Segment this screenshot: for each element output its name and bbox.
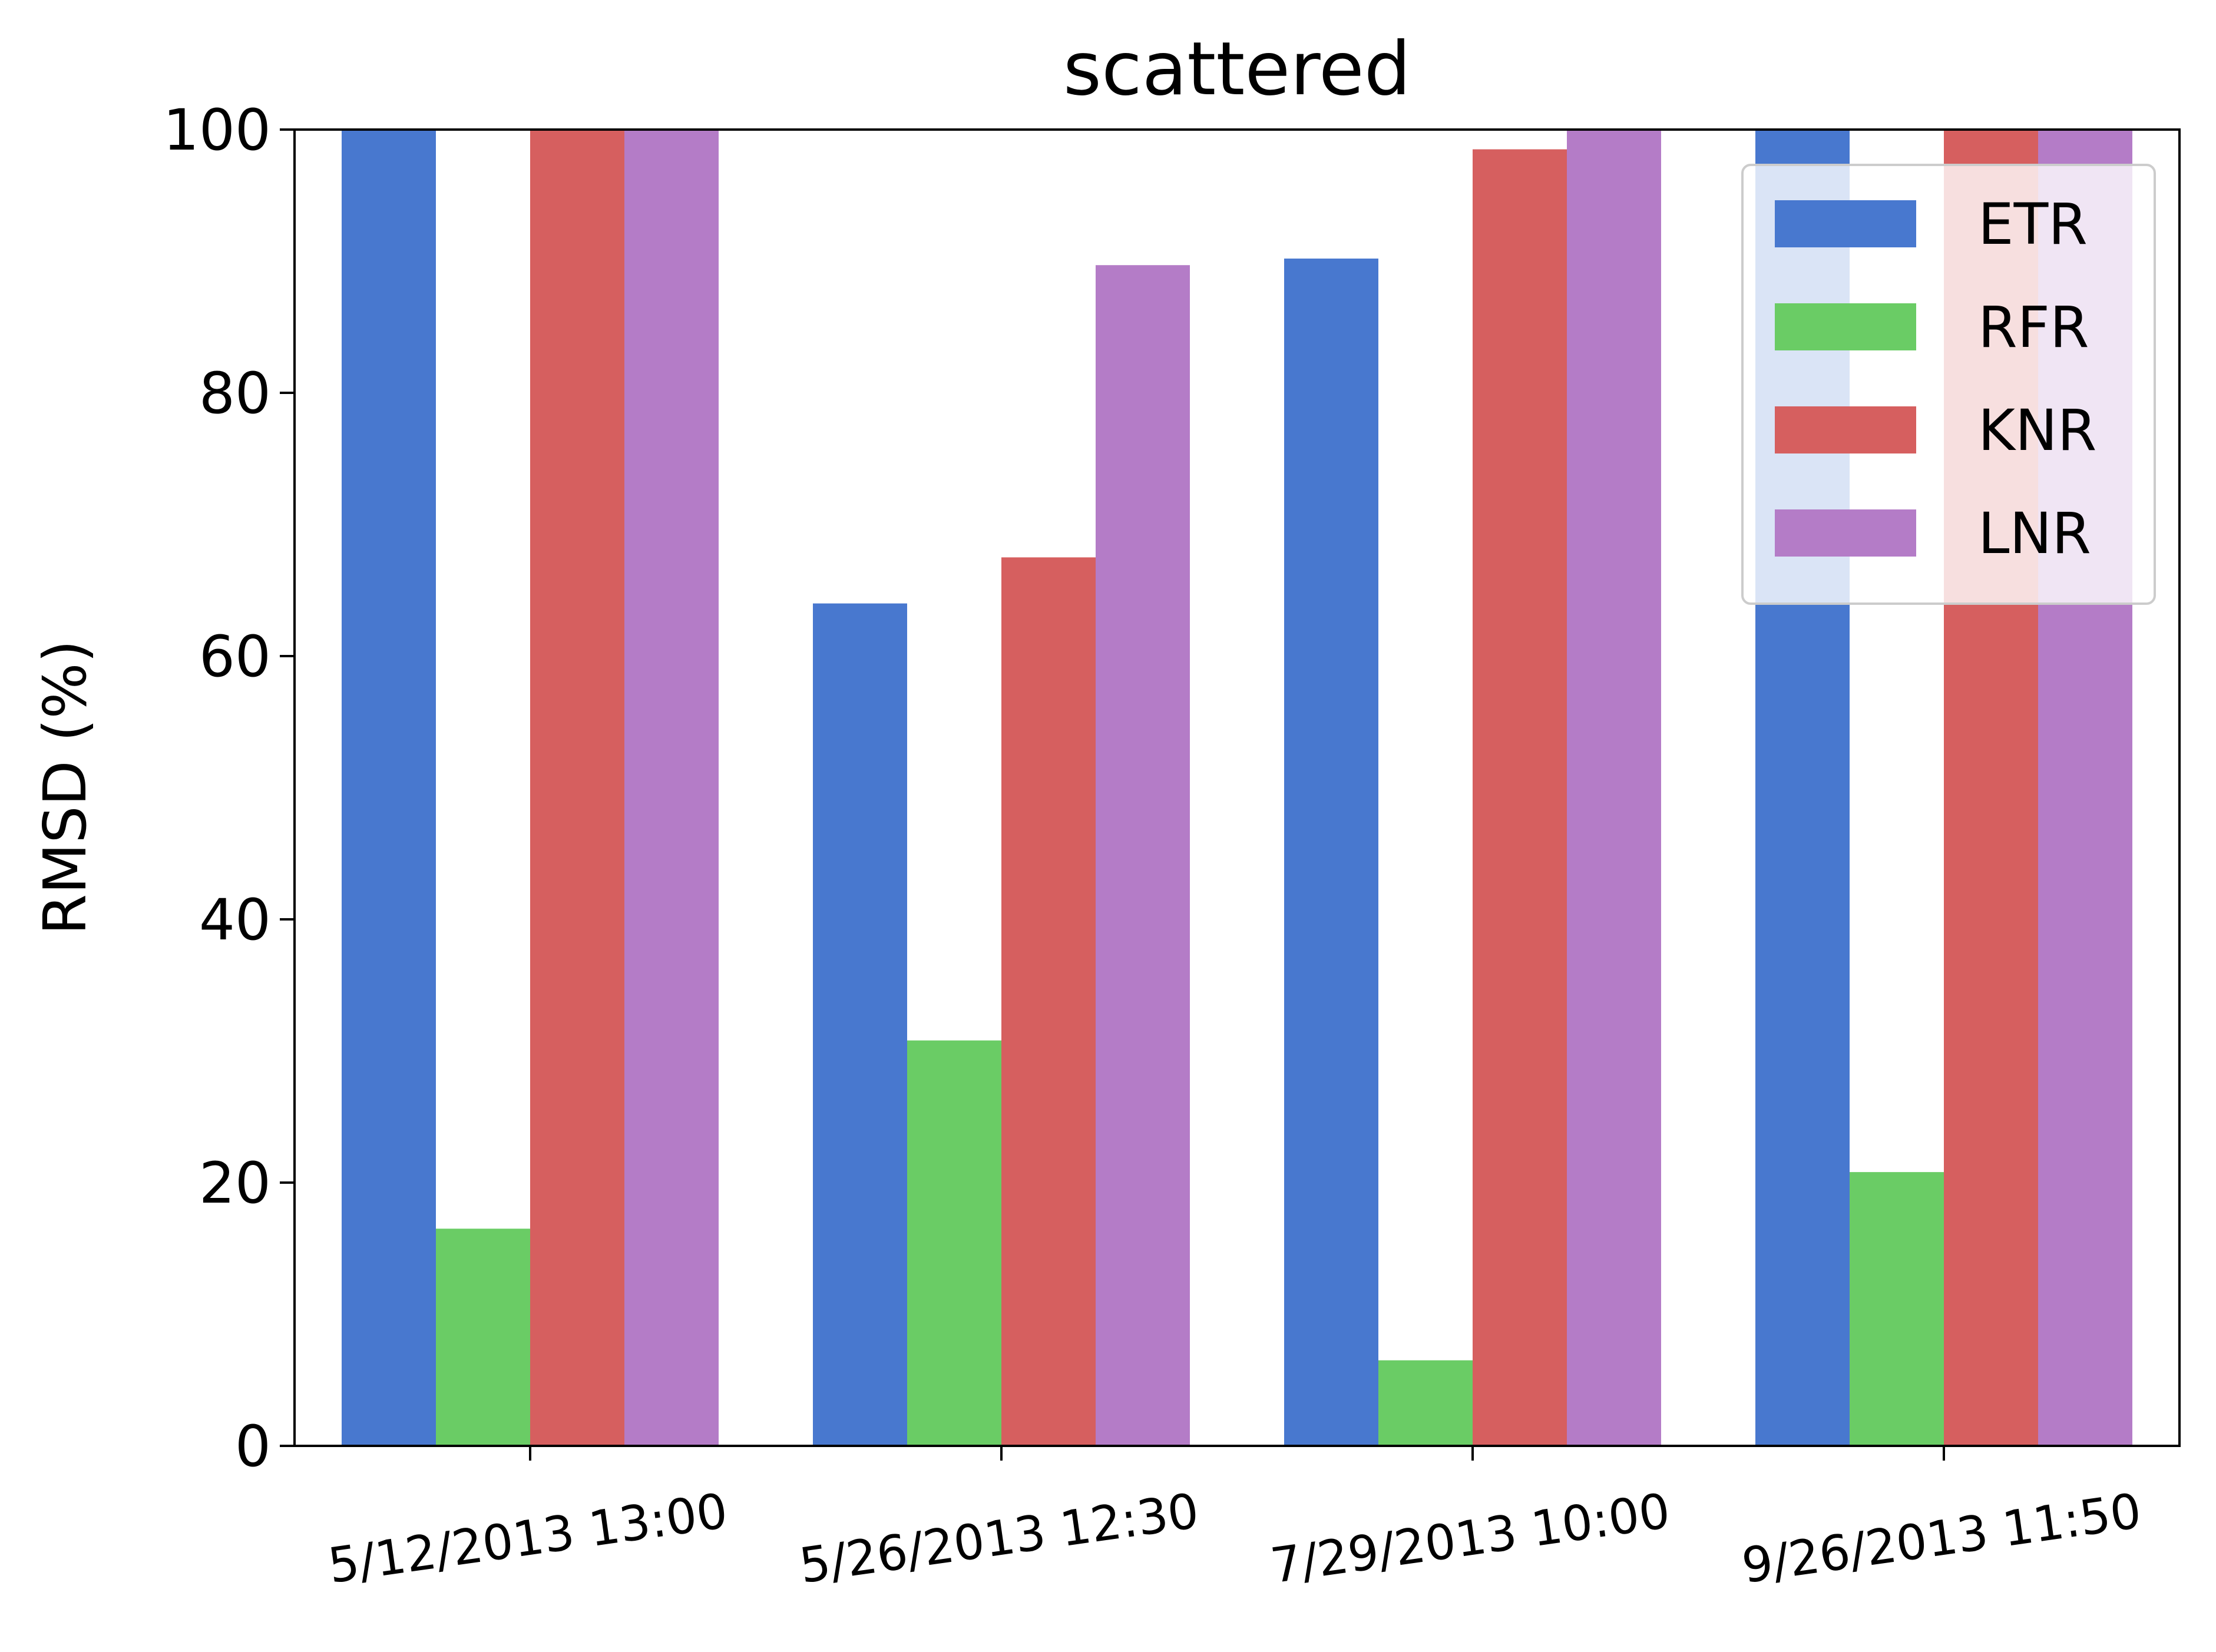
y-tick-label: 60 xyxy=(199,624,271,690)
legend-box xyxy=(1741,164,2156,605)
y-tick-label: 20 xyxy=(199,1150,271,1216)
y-tick-label: 100 xyxy=(163,97,271,163)
bar-rfr-3 xyxy=(1378,1360,1473,1446)
y-axis: 0 20 40 60 80 100 xyxy=(163,97,295,1479)
bar-rfr-1 xyxy=(436,1229,530,1446)
y-tick-label: 80 xyxy=(199,360,271,426)
bar-knr-1 xyxy=(530,130,624,1446)
plot-area-frame xyxy=(293,128,2181,1447)
y-axis-label: RMSD (%) xyxy=(31,640,100,935)
legend-swatch-etr xyxy=(1775,200,1916,247)
bars-layer xyxy=(342,130,2132,1446)
legend-label-lnr: LNR xyxy=(1978,501,2091,567)
legend-label-rfr: RFR xyxy=(1978,294,2089,360)
legend: ETR RFR KNR LNR xyxy=(1741,164,2156,605)
legend-swatch-lnr xyxy=(1775,509,1916,557)
bar-etr-1 xyxy=(342,130,436,1446)
legend-label-etr: ETR xyxy=(1978,191,2088,257)
bar-lnr-3 xyxy=(1567,130,1661,1446)
bar-lnr-2 xyxy=(1096,265,1190,1446)
bar-etr-3 xyxy=(1284,259,1378,1446)
bar-rfr-2 xyxy=(907,1040,1001,1446)
chart-title: scattered xyxy=(1063,27,1411,112)
bar-lnr-1 xyxy=(624,130,719,1446)
bar-etr-2 xyxy=(813,603,907,1446)
bar-rfr-4 xyxy=(1850,1172,1944,1446)
bar-knr-3 xyxy=(1473,149,1567,1446)
legend-label-knr: KNR xyxy=(1978,398,2096,464)
y-tick-label: 40 xyxy=(199,887,271,953)
y-tick-label: 0 xyxy=(235,1413,271,1479)
legend-swatch-rfr xyxy=(1775,303,1916,350)
legend-swatch-knr xyxy=(1775,406,1916,453)
bar-knr-2 xyxy=(1001,557,1096,1446)
